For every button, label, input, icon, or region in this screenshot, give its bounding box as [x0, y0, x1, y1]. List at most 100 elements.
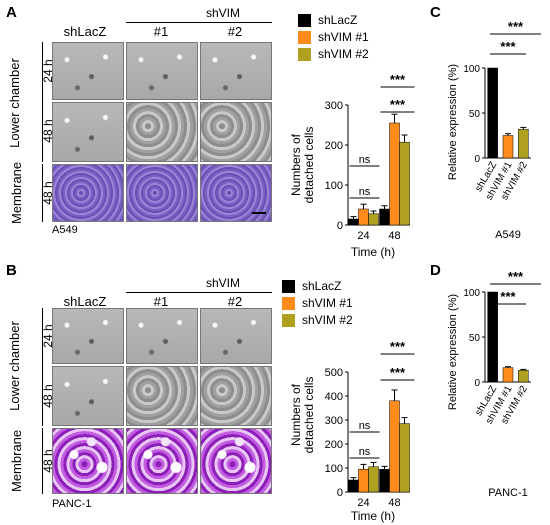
shvim-group-label: shVIM	[205, 276, 240, 290]
panel-label-d: D	[430, 262, 441, 279]
significance-star-label: ***	[500, 39, 516, 54]
micrograph	[200, 366, 272, 426]
bracket-line	[42, 428, 43, 494]
bar	[358, 468, 369, 493]
bracket-line	[42, 308, 43, 426]
side-label-membrane: Membrane	[9, 161, 24, 224]
bar	[518, 370, 529, 383]
y-tick-label: 100	[325, 463, 343, 475]
micrograph	[126, 366, 198, 426]
x-axis-title: Time (h)	[351, 509, 395, 523]
col-label-2: #2	[227, 24, 243, 39]
relative-expression-chart-c: Relative expression (%) 050100shLacZshVI…	[447, 19, 541, 241]
relative-expression-chart-d: Relative expression (%) 050100shLacZshVI…	[447, 269, 541, 499]
significance-star-label: ***	[390, 72, 406, 87]
legend-label: shVIM #1	[302, 296, 353, 310]
micrograph	[52, 366, 124, 426]
bar	[399, 423, 410, 493]
micrograph	[126, 428, 198, 494]
col-label-1: #1	[153, 24, 169, 39]
col-label-shlacz: shLacZ	[63, 24, 107, 39]
y-tick-label: 300	[325, 100, 343, 112]
bar	[368, 466, 379, 493]
micrograph	[52, 42, 124, 100]
significance-star-label: ***	[500, 289, 516, 304]
bar	[487, 67, 498, 159]
row-label-48h-membrane: 48 h	[41, 181, 55, 205]
x-tick-label: 48	[388, 230, 400, 242]
legend-swatch	[282, 280, 295, 293]
y-tick-label: 300	[325, 415, 343, 427]
legend-swatch	[298, 14, 311, 27]
side-label-lower-chamber: Lower chamber	[7, 321, 22, 411]
y-axis-title-line1: Numbers of	[290, 383, 303, 446]
bar	[389, 122, 400, 226]
bar	[502, 135, 514, 159]
micrograph	[52, 428, 124, 494]
y-axis-title: Numbers of detached cells	[290, 377, 316, 454]
cell-line-a549: A549	[52, 224, 78, 236]
significance-star-label: ***	[390, 97, 406, 112]
y-axis-title: Relative expression (%)	[447, 294, 459, 410]
y-tick-label: 100	[463, 288, 480, 299]
y-axis-title-line2: detached cells	[302, 377, 316, 454]
legend-label: shVIM #1	[318, 30, 369, 44]
bar	[502, 367, 514, 383]
significance-ns-label: ns	[359, 446, 371, 458]
group-underline	[126, 292, 272, 293]
bar	[399, 141, 410, 226]
y-tick-label: 500	[325, 367, 343, 379]
bracket-line	[42, 164, 43, 222]
bar	[487, 291, 498, 383]
row-label-48h-membrane: 48 h	[41, 449, 55, 473]
x-tick-label: 24	[357, 230, 369, 242]
row-label-24h: 24 h	[41, 324, 55, 348]
y-axis-title: Relative expression (%)	[447, 64, 459, 180]
legend-label: shLacZ	[302, 279, 342, 293]
micrograph	[200, 42, 272, 100]
y-tick-label: 100	[463, 64, 480, 75]
legend-label: shVIM #2	[318, 47, 369, 61]
chart-a-plot: 0 100 200 300 24 48 ns ns *** ***	[325, 72, 415, 242]
legend-swatch	[298, 31, 311, 44]
significance-star-label: ***	[390, 365, 406, 380]
legend-swatch	[282, 297, 295, 310]
micrograph	[200, 102, 272, 162]
y-axis-title-line2: detached cells	[302, 127, 316, 204]
bar	[389, 400, 400, 493]
micrograph	[126, 164, 198, 222]
detached-cells-chart-b: Numbers of detached cells 0 100 200 300 400 5…	[290, 340, 415, 523]
y-axis-title: Numbers of detached cells	[290, 127, 316, 204]
legend-label: shLacZ	[318, 13, 358, 27]
bar	[379, 208, 390, 226]
y-tick-label: 200	[325, 439, 343, 451]
micrograph	[52, 102, 124, 162]
legend-swatch	[298, 48, 311, 61]
detached-cells-chart-a: Numbers of detached cells 0 100 200 300 24 48…	[290, 72, 415, 259]
bracket-line	[42, 42, 43, 162]
micrograph	[200, 308, 272, 364]
significance-ns-label: ns	[359, 154, 371, 166]
legend-swatch	[282, 314, 295, 327]
row-label-48h: 48 h	[41, 119, 55, 143]
bar	[368, 213, 379, 226]
y-axis-title-line1: Numbers of	[290, 133, 303, 196]
bar	[348, 479, 359, 493]
x-axis-title: Time (h)	[351, 245, 395, 259]
side-label-membrane: Membrane	[9, 429, 24, 492]
cell-line-label: PANC-1	[488, 487, 528, 499]
significance-star-label: ***	[390, 340, 406, 354]
col-label-2: #2	[227, 294, 243, 309]
y-tick-label: 50	[469, 109, 481, 120]
micrograph	[200, 428, 272, 494]
row-label-24h: 24 h	[41, 59, 55, 83]
y-tick-label: 0	[337, 220, 343, 232]
micrograph	[52, 164, 124, 222]
shvim-group-label: shVIM	[205, 6, 240, 20]
micrograph	[126, 102, 198, 162]
col-label-1: #1	[153, 294, 169, 309]
bar	[379, 468, 390, 493]
legend-label: shVIM #2	[302, 313, 353, 327]
side-label-lower-chamber: Lower chamber	[7, 58, 22, 148]
